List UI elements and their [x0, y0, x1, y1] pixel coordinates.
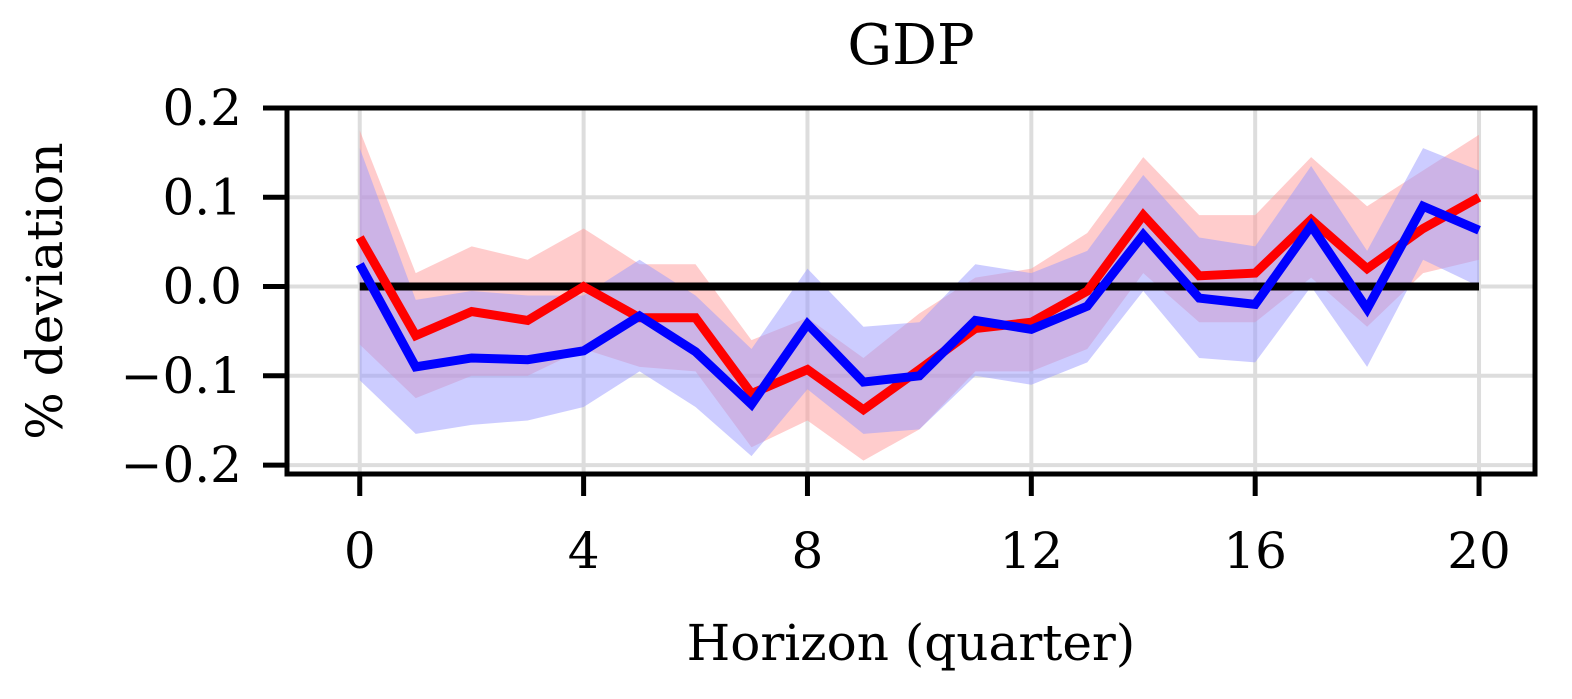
x-tick-label: 20: [1447, 522, 1511, 580]
plot-frame: [284, 105, 1538, 477]
x-tick-label: 4: [568, 522, 600, 580]
x-tick-label: 0: [344, 522, 376, 580]
axis-ticks: 0 4 8 12 16 20 −0.2 −0.1 0.0 0.1 0.2: [121, 79, 1511, 580]
y-tick-label: 0.0: [162, 258, 242, 316]
y-tick-label: −0.2: [121, 436, 242, 494]
x-tick-label: 16: [1223, 522, 1287, 580]
y-tick-label: −0.1: [121, 347, 242, 405]
x-tick-label: 8: [792, 522, 824, 580]
y-tick-label: 0.1: [162, 168, 242, 226]
confidence-bands: [359, 130, 1480, 461]
x-axis-label: Horizon (quarter): [687, 614, 1136, 672]
chart-title: GDP: [847, 13, 974, 78]
x-tick-label: 12: [1000, 522, 1064, 580]
y-tick-label: 0.2: [162, 79, 242, 137]
series-line-2: [355, 200, 1481, 412]
y-axis-label: % deviation: [16, 142, 74, 439]
series-lines: [355, 193, 1482, 416]
confidence-band-2: [359, 148, 1480, 457]
